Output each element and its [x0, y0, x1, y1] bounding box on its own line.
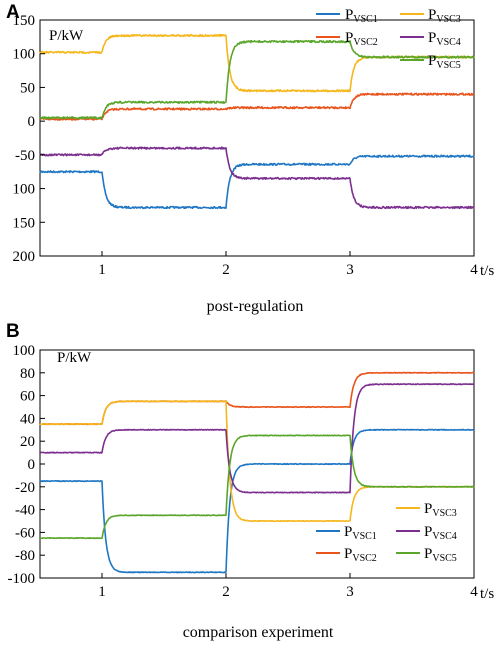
legend-b-vsc4-main: P [424, 524, 432, 540]
panel-b-trace-vsc1 [39, 428, 475, 574]
panel-b-trace-vsc5 [39, 434, 475, 540]
panel-b-x-tick-label: 1 [98, 584, 106, 600]
panel-b-y-tick-label: -40 [15, 503, 35, 519]
svg-text:PVSC3: PVSC3 [428, 7, 461, 25]
panel-a-trace-vsc2 [39, 92, 475, 121]
panel-a-y-tick-label: 150 [13, 215, 36, 231]
panel-a-plot-frame [39, 19, 475, 257]
panel-b-trace-vsc3 [39, 400, 475, 523]
legend-a-vsc4-main: P [428, 30, 436, 46]
legend-a-vsc2-main: P [345, 30, 353, 46]
panel-b-y-tick-label: 60 [20, 389, 35, 405]
svg-text:PVSC4: PVSC4 [428, 30, 461, 48]
panel-b-x-tick-label: 4 [470, 584, 478, 600]
panel-a-y-tick-label: 100 [13, 182, 36, 198]
panel-a-trace-vsc5 [39, 39, 475, 120]
legend-b-vsc2-sub: VSC2 [352, 553, 376, 564]
legend-a-vsc3-main: P [428, 7, 436, 23]
legend-a-vsc5-main: P [428, 53, 436, 69]
panel-b-y-tick-label: -20 [15, 480, 35, 496]
legend-b-vsc4: PVSC4 [396, 524, 457, 542]
svg-text:PVSC1: PVSC1 [344, 524, 377, 542]
panel-a-legend: PVSC1 PVSC3 PVSC2 PVSC4 PVSC5 [316, 7, 461, 71]
panel-a-x-tick-label: 1 [98, 262, 106, 278]
panel-a-y-tick-label: 50 [20, 80, 35, 96]
legend-b-vsc4-sub: VSC4 [432, 531, 456, 542]
panel-a-y-tick-label: 100 [13, 47, 36, 63]
panel-a-x-ticks: 1 2 3 4 [98, 251, 478, 278]
panel-b-y-axis-label: P/kW [57, 350, 92, 366]
legend-a-vsc1-sub: VSC1 [353, 14, 377, 25]
panel-a-caption: post-regulation [207, 298, 304, 315]
legend-b-vsc1-sub: VSC1 [352, 531, 376, 542]
panel-a-x-tick-label: 3 [346, 262, 354, 278]
panel-a-x-tick-label: 2 [222, 262, 230, 278]
panel-b-y-tick-label: 0 [28, 457, 36, 473]
panel-b-y-tick-label: -60 [15, 525, 35, 541]
panel-a-x-tick-label: 4 [470, 262, 478, 278]
legend-a-vsc1: PVSC1 [316, 7, 378, 25]
svg-text:PVSC2: PVSC2 [344, 546, 377, 564]
svg-text:PVSC4: PVSC4 [424, 524, 457, 542]
legend-b-vsc3: PVSC3 [396, 501, 457, 519]
panel-a-trace-vsc1 [39, 154, 475, 210]
panel-a-x-axis-label: t/s [480, 263, 494, 279]
panel-b-y-tick-label: 20 [20, 434, 35, 450]
panel-a-label: A [6, 2, 20, 23]
panel-b-x-axis-label: t/s [480, 586, 494, 602]
legend-b-vsc2: PVSC2 [316, 546, 377, 564]
panel-b-trace-vsc2 [39, 371, 475, 426]
legend-b-vsc3-main: P [424, 501, 432, 517]
panel-a-y-tick-label: 200 [13, 249, 36, 265]
legend-a-vsc1-main: P [345, 7, 353, 23]
legend-b-vsc3-sub: VSC3 [432, 508, 456, 519]
legend-a-vsc5-sub: VSC5 [436, 60, 460, 71]
legend-a-vsc2-sub: VSC2 [353, 37, 377, 48]
panel-a-y-tick-label: 150 [13, 13, 36, 29]
legend-a-vsc5: PVSC5 [400, 53, 461, 71]
panel-a-trace-vsc4 [39, 146, 475, 210]
svg-text:PVSC5: PVSC5 [428, 53, 461, 71]
panel-b-y-tick-label: 80 [20, 366, 35, 382]
legend-a-vsc4-sub: VSC4 [436, 37, 460, 48]
panel-b-trace-vsc4 [39, 383, 475, 494]
panel-a-y-tick-label: 0 [28, 114, 36, 130]
panel-b-x-tick-label: 3 [346, 584, 354, 600]
panel-a-y-axis-label: P/kW [49, 28, 84, 44]
legend-b-vsc1: PVSC1 [316, 524, 377, 542]
legend-a-vsc2: PVSC2 [316, 30, 378, 48]
panel-a-y-ticks: 150 100 50 0 -50 100 150 200 [13, 13, 45, 265]
panel-b-x-ticks: 1 2 3 4 [98, 573, 478, 600]
legend-a-vsc4: PVSC4 [400, 30, 461, 48]
legend-b-vsc5-sub: VSC5 [432, 553, 456, 564]
svg-text:PVSC3: PVSC3 [424, 501, 457, 519]
panel-a-trace-vsc3 [39, 33, 475, 93]
legend-a-vsc3-sub: VSC3 [436, 14, 460, 25]
panel-b: B 100 80 60 40 20 0 -20 -40 -60 -80 -100 1 2 3 4 P/kW… [6, 321, 494, 641]
panel-a-y-tick-label: -50 [15, 148, 35, 164]
legend-b-vsc5: PVSC5 [396, 546, 457, 564]
panel-b-y-tick-label: -80 [15, 548, 35, 564]
legend-b-vsc1-main: P [344, 524, 352, 540]
legend-a-vsc3: PVSC3 [400, 7, 461, 25]
panel-b-caption: comparison experiment [183, 624, 334, 641]
panel-b-y-ticks: 100 80 60 40 20 0 -20 -40 -60 -80 -100 [8, 343, 45, 587]
legend-b-vsc5-main: P [424, 546, 432, 562]
svg-text:PVSC1: PVSC1 [345, 7, 378, 25]
panel-b-y-tick-label: 40 [20, 411, 35, 427]
svg-text:PVSC2: PVSC2 [345, 30, 378, 48]
panel-b-label: B [6, 321, 20, 342]
panel-b-legend: PVSC3 PVSC1 PVSC4 PVSC2 PVSC5 [316, 501, 457, 564]
panel-b-traces [39, 371, 475, 574]
panel-b-x-tick-label: 2 [222, 584, 230, 600]
panel-b-y-tick-label: -100 [8, 571, 36, 587]
panel-b-y-tick-label: 100 [13, 343, 36, 359]
legend-b-vsc2-main: P [344, 546, 352, 562]
panel-a-traces [39, 33, 475, 210]
svg-text:PVSC5: PVSC5 [424, 546, 457, 564]
